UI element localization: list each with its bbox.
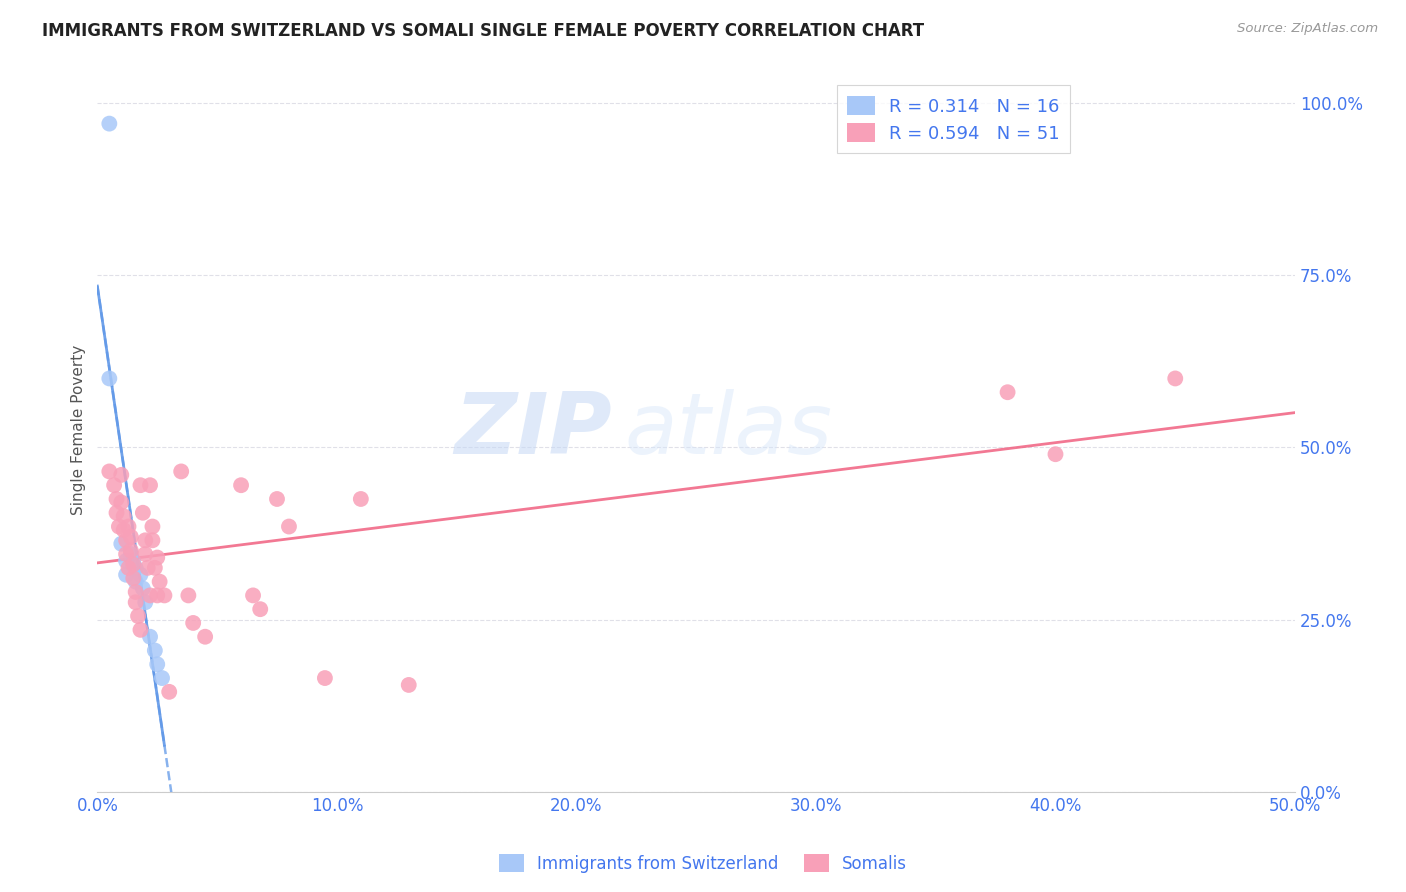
Point: [146, 657, 169, 672]
Point: [1164, 371, 1187, 385]
Point: [117, 519, 139, 533]
Y-axis label: Single Female Poverty: Single Female Poverty: [72, 345, 86, 516]
Legend: Immigrants from Switzerland, Somalis: Immigrants from Switzerland, Somalis: [492, 847, 914, 880]
Point: [129, 478, 152, 492]
Point: [129, 623, 152, 637]
Point: [194, 630, 217, 644]
Point: [146, 588, 169, 602]
Point: [139, 478, 162, 492]
Point: [98, 117, 121, 131]
Point: [266, 491, 288, 506]
Point: [120, 543, 142, 558]
Point: [278, 519, 301, 533]
Point: [127, 609, 149, 624]
Point: [143, 561, 166, 575]
Point: [110, 467, 132, 482]
Point: [122, 554, 145, 568]
Point: [134, 547, 156, 561]
Point: [136, 561, 159, 575]
Point: [110, 495, 132, 509]
Point: [242, 588, 264, 602]
Point: [149, 574, 172, 589]
Point: [120, 547, 142, 561]
Point: [314, 671, 336, 685]
Point: [141, 519, 163, 533]
Point: [134, 595, 156, 609]
Point: [398, 678, 420, 692]
Point: [139, 630, 162, 644]
Point: [132, 582, 155, 596]
Point: [105, 506, 128, 520]
Point: [98, 465, 121, 479]
Point: [177, 588, 200, 602]
Point: [108, 519, 131, 533]
Point: [129, 567, 152, 582]
Point: [103, 478, 125, 492]
Point: [141, 533, 163, 548]
Point: [181, 615, 204, 630]
Point: [117, 561, 139, 575]
Point: [1045, 447, 1067, 461]
Point: [124, 585, 146, 599]
Text: ZIP: ZIP: [454, 389, 613, 472]
Text: Source: ZipAtlas.com: Source: ZipAtlas.com: [1237, 22, 1378, 36]
Point: [122, 571, 145, 585]
Point: [120, 530, 142, 544]
Point: [132, 506, 155, 520]
Point: [153, 588, 176, 602]
Point: [229, 478, 252, 492]
Point: [124, 595, 146, 609]
Point: [249, 602, 271, 616]
Point: [124, 574, 146, 589]
Point: [997, 385, 1019, 400]
Text: atlas: atlas: [624, 389, 832, 472]
Point: [115, 554, 138, 568]
Point: [115, 547, 138, 561]
Point: [115, 533, 138, 548]
Text: IMMIGRANTS FROM SWITZERLAND VS SOMALI SINGLE FEMALE POVERTY CORRELATION CHART: IMMIGRANTS FROM SWITZERLAND VS SOMALI SI…: [42, 22, 924, 40]
Point: [150, 671, 173, 685]
Point: [146, 550, 169, 565]
Point: [170, 465, 193, 479]
Point: [112, 509, 135, 524]
Point: [124, 561, 146, 575]
Point: [350, 491, 373, 506]
Legend: R = 0.314   N = 16, R = 0.594   N = 51: R = 0.314 N = 16, R = 0.594 N = 51: [837, 85, 1070, 153]
Point: [122, 558, 145, 572]
Point: [139, 588, 162, 602]
Point: [98, 371, 121, 385]
Point: [134, 533, 156, 548]
Point: [105, 491, 128, 506]
Point: [110, 537, 132, 551]
Point: [112, 523, 135, 537]
Point: [115, 567, 138, 582]
Point: [157, 685, 180, 699]
Point: [143, 643, 166, 657]
